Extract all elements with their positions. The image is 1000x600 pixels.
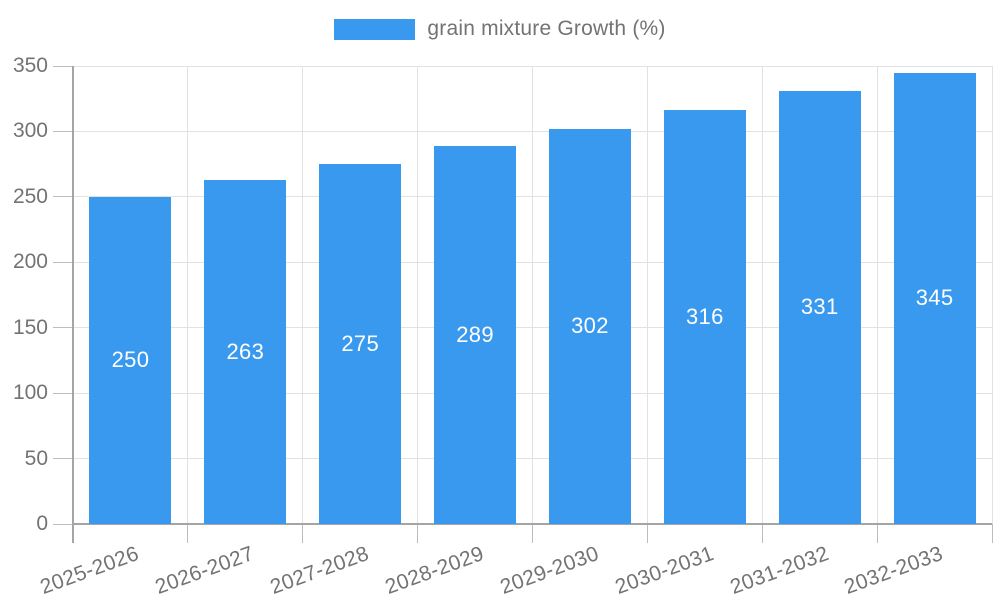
x-tick-label: 2031-2032 — [726, 542, 832, 599]
y-tick-label: 50 — [24, 446, 48, 470]
bar-value-label: 250 — [111, 347, 150, 373]
y-tick — [53, 523, 73, 525]
bar-value-label: 331 — [800, 294, 839, 320]
v-gridline — [532, 66, 533, 524]
bar-value-label: 263 — [226, 338, 265, 364]
y-tick — [53, 130, 73, 132]
bar[interactable] — [319, 164, 402, 524]
v-gridline — [876, 66, 878, 524]
x-tick-label: 2025-2026 — [37, 542, 143, 599]
x-tick-label: 2029-2030 — [497, 542, 602, 599]
x-tick — [417, 524, 419, 543]
y-tick-label: 300 — [12, 119, 48, 143]
y-tick — [53, 392, 73, 394]
x-tick-label: 2030-2031 — [611, 542, 717, 599]
x-tick-label: 2026-2027 — [152, 542, 258, 599]
bar[interactable] — [204, 179, 287, 524]
bar-value-label: 302 — [571, 313, 609, 339]
y-tick-label: 250 — [12, 184, 48, 208]
x-tick — [532, 524, 533, 543]
bar-value-label: 275 — [341, 331, 379, 357]
bar[interactable] — [778, 90, 861, 524]
chart-legend[interactable]: grain mixture Growth (%) — [0, 17, 1000, 41]
bar-value-label: 316 — [686, 304, 724, 330]
y-tick — [53, 261, 73, 263]
v-gridline — [187, 66, 189, 524]
x-tick — [646, 524, 648, 543]
y-tick-label: 150 — [12, 315, 48, 339]
v-gridline — [991, 66, 993, 524]
y-tick — [53, 65, 73, 67]
y-tick — [53, 458, 73, 460]
x-tick — [302, 524, 304, 543]
bar[interactable] — [893, 72, 976, 524]
bar[interactable] — [434, 145, 517, 524]
bar[interactable] — [548, 128, 631, 524]
legend-swatch-icon — [334, 18, 416, 40]
y-tick — [53, 196, 73, 198]
bar-value-label: 345 — [915, 285, 954, 311]
x-tick — [761, 524, 763, 543]
x-tick — [187, 524, 189, 543]
x-tick-label: 2027-2028 — [267, 542, 373, 599]
x-tick — [876, 524, 878, 543]
x-axis-line — [73, 523, 992, 525]
y-tick-label: 100 — [12, 381, 48, 405]
x-tick — [991, 524, 993, 543]
y-axis-line — [72, 66, 74, 543]
x-tick-label: 2028-2029 — [382, 542, 487, 599]
legend-label: grain mixture Growth (%) — [427, 17, 666, 40]
v-gridline — [302, 66, 304, 524]
v-gridline — [761, 66, 763, 524]
y-tick-label: 200 — [12, 250, 48, 274]
y-tick-label: 350 — [12, 54, 48, 77]
bar[interactable] — [663, 110, 746, 524]
x-tick-label: 2032-2033 — [841, 542, 947, 599]
bar-value-label: 289 — [456, 321, 494, 347]
v-gridline — [646, 66, 648, 524]
bar[interactable] — [89, 196, 172, 524]
y-tick-label: 0 — [36, 512, 48, 535]
y-tick — [53, 327, 73, 329]
v-gridline — [417, 66, 419, 524]
